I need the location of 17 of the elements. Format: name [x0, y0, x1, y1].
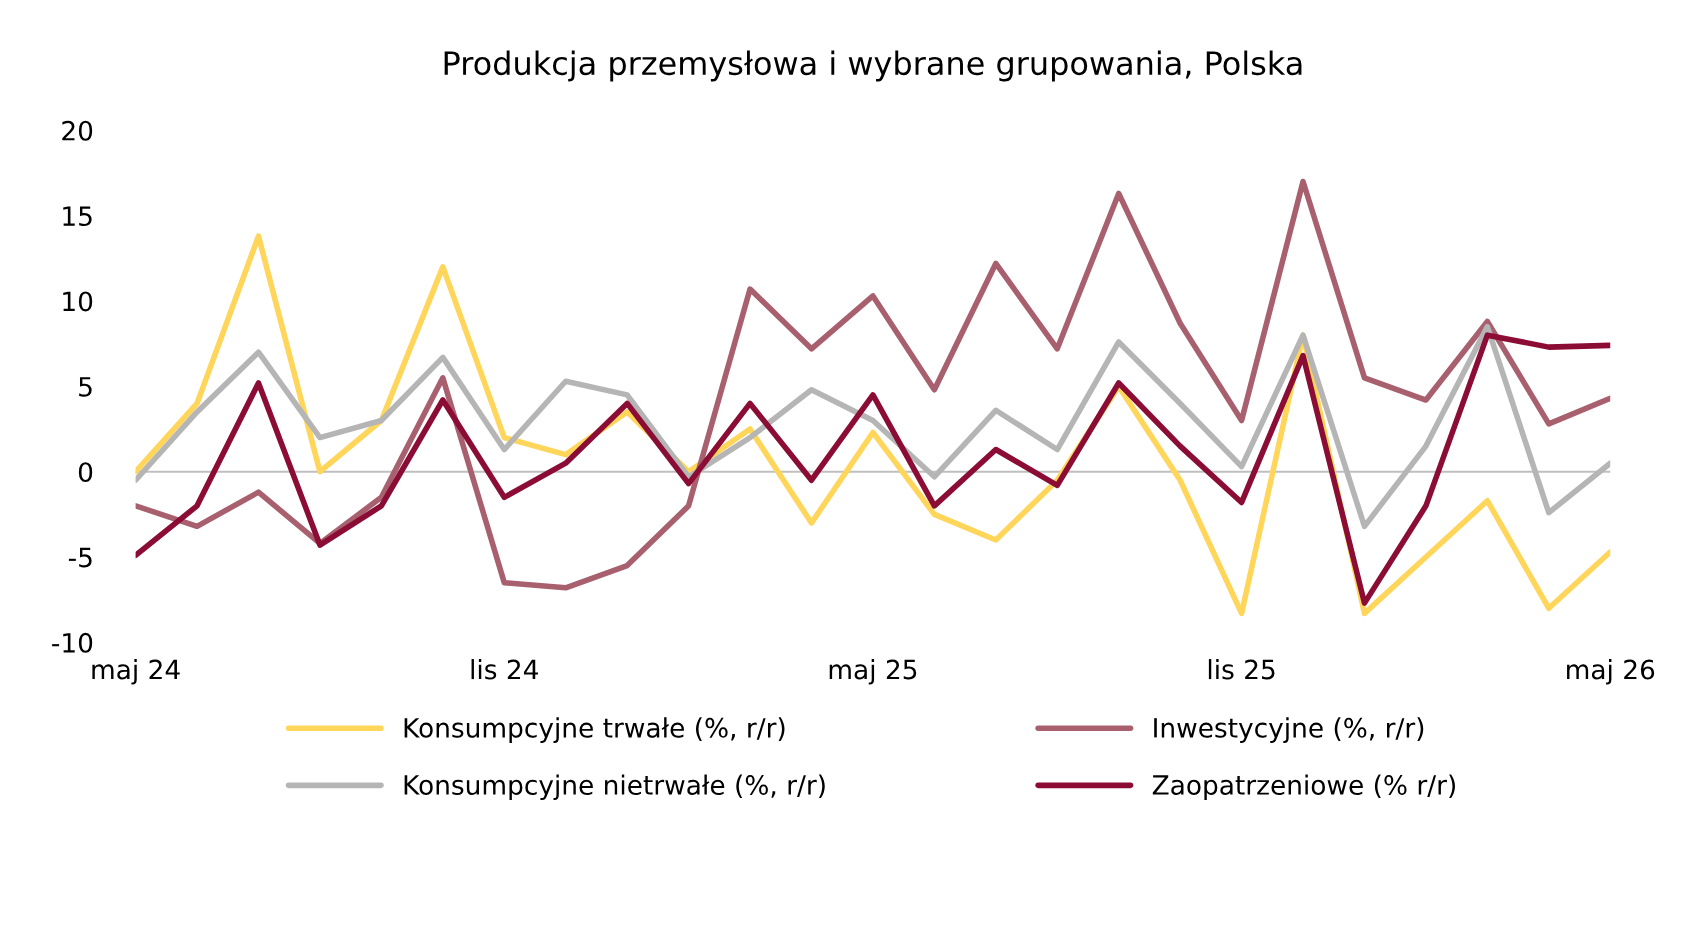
y-tick-label: -5 [68, 547, 92, 568]
y-tick-label: 5 [79, 377, 92, 397]
y-tick-label: 15 [63, 206, 92, 227]
x-tick-label: lis 25 [1208, 659, 1275, 680]
chart-title: Produkcja przemysłowa i wybrane grupowania, Polska [444, 50, 1302, 82]
y-tick-label: 20 [62, 120, 93, 141]
y-tick-label: -10 [52, 632, 93, 653]
legend-label: Inwestycyjne (%, r/r) [1154, 717, 1424, 743]
legend-label: Zaopatrzeniowe (% r/r) [1152, 774, 1455, 801]
x-tick-label: maj 26 [1567, 659, 1655, 685]
y-tick-label: 0 [78, 462, 93, 483]
x-tick-label: lis 24 [471, 659, 538, 680]
y-tick-label: 10 [63, 291, 93, 312]
x-tick-label: maj 24 [92, 659, 180, 685]
legend-label: Konsumpcyjne trwałe (%, r/r) [404, 717, 785, 743]
x-tick-label: maj 25 [829, 659, 917, 685]
legend-label: Konsumpcyjne nietrwałe (%, r/r) [404, 774, 825, 801]
